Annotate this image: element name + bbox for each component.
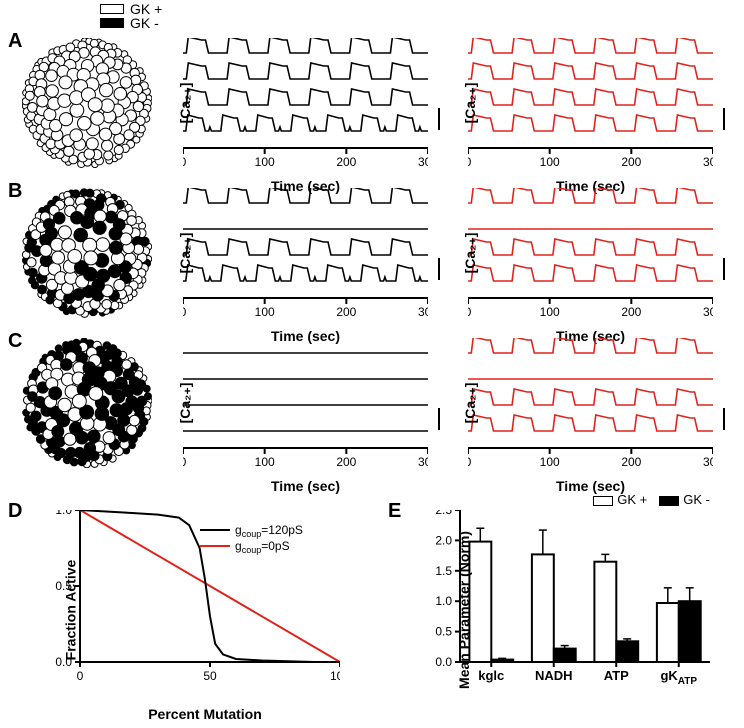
cell-sphere bbox=[22, 38, 152, 168]
trace-box-black: [Ca₂₊]0100200300Time (sec) bbox=[183, 338, 428, 468]
legend-swatch-filled bbox=[100, 18, 124, 28]
trace-plot: 0 100 200 300 bbox=[183, 338, 428, 470]
svg-text:gKATP: gKATP bbox=[660, 668, 697, 687]
scale-bar bbox=[438, 258, 440, 280]
svg-text:200: 200 bbox=[336, 305, 356, 319]
svg-text:100: 100 bbox=[540, 155, 560, 169]
plotD-ylabel: Fraction Active bbox=[62, 560, 78, 661]
panel-label-d: D bbox=[8, 500, 22, 523]
svg-text:0: 0 bbox=[468, 455, 472, 469]
svg-text:100: 100 bbox=[330, 669, 340, 683]
bar-gk_neg bbox=[679, 601, 701, 662]
scale-bar bbox=[438, 408, 440, 430]
cell-sphere bbox=[22, 188, 152, 318]
svg-text:1.5: 1.5 bbox=[435, 564, 452, 578]
scale-bar bbox=[438, 108, 440, 130]
svg-text:0.0: 0.0 bbox=[435, 655, 452, 669]
svg-text:300: 300 bbox=[703, 305, 713, 319]
sphere-box bbox=[22, 188, 152, 318]
svg-text:2.0: 2.0 bbox=[435, 533, 452, 547]
scale-bar bbox=[723, 408, 725, 430]
ylabel-ca: [Ca₂₊] bbox=[462, 233, 479, 274]
bar-gk_neg bbox=[554, 649, 576, 662]
plot-d: 0.00.51.0050100gcoup=120pSgcoup=0pSFract… bbox=[40, 510, 340, 710]
ylabel-ca: [Ca₂₊] bbox=[177, 83, 194, 124]
legend-text-gkneg: GK - bbox=[130, 15, 159, 31]
bar-gk_neg bbox=[491, 660, 513, 662]
legend-entry: gcoup=0pS bbox=[235, 539, 290, 555]
svg-text:300: 300 bbox=[703, 155, 713, 169]
svg-text:300: 300 bbox=[418, 455, 428, 469]
svg-text:100: 100 bbox=[255, 455, 275, 469]
svg-text:0: 0 bbox=[183, 455, 187, 469]
plotE-legend: GK +GK - bbox=[593, 492, 710, 507]
sphere-box bbox=[22, 338, 152, 468]
ylabel-ca: [Ca₂₊] bbox=[462, 83, 479, 124]
scale-bar bbox=[723, 258, 725, 280]
svg-text:200: 200 bbox=[336, 455, 356, 469]
xlabel-time: Time (sec) bbox=[271, 478, 340, 494]
panel-label-b: B bbox=[8, 180, 22, 203]
trace-plot: 0 100 200 300 bbox=[183, 38, 428, 170]
scale-bar bbox=[723, 108, 725, 130]
svg-text:0.5: 0.5 bbox=[435, 625, 452, 639]
svg-text:0: 0 bbox=[183, 305, 187, 319]
panel-label-e: E bbox=[388, 500, 401, 523]
plot-e: 0.0 0.5 1.0 1.5 2.0 2.5 kglc NADH ATP gKATP Mean P… bbox=[420, 510, 710, 710]
trace-box-red: [Ca₂₊]0100200300Time (sec) bbox=[468, 188, 713, 318]
svg-text:kglc: kglc bbox=[478, 668, 504, 683]
plotD-xlabel: Percent Mutation bbox=[148, 706, 262, 722]
svg-text:50: 50 bbox=[203, 669, 217, 683]
svg-text:ATP: ATP bbox=[604, 668, 629, 683]
svg-text:0: 0 bbox=[77, 669, 84, 683]
svg-text:0: 0 bbox=[468, 155, 472, 169]
svg-text:300: 300 bbox=[418, 305, 428, 319]
svg-text:0: 0 bbox=[468, 305, 472, 319]
svg-text:200: 200 bbox=[336, 155, 356, 169]
svg-text:1.0: 1.0 bbox=[435, 594, 452, 608]
panel-label-c: C bbox=[8, 330, 22, 353]
trace-plot: 0 100 200 300 bbox=[468, 38, 713, 170]
svg-text:0: 0 bbox=[183, 155, 187, 169]
svg-text:100: 100 bbox=[540, 305, 560, 319]
legend-swatch-filled bbox=[659, 496, 679, 506]
plotE-ylabel: Mean Parameter (Norm) bbox=[456, 531, 472, 689]
svg-text:100: 100 bbox=[255, 155, 275, 169]
trace-box-red: [Ca₂₊]0100200300Time (sec) bbox=[468, 38, 713, 168]
legend-entry: gcoup=120pS bbox=[235, 523, 303, 539]
ylabel-ca: [Ca₂₊] bbox=[177, 383, 194, 424]
svg-text:100: 100 bbox=[255, 305, 275, 319]
trace-box-black: [Ca₂₊]0100200300Time (sec) bbox=[183, 38, 428, 168]
svg-text:1.0: 1.0 bbox=[55, 510, 72, 517]
cell-sphere bbox=[22, 338, 152, 468]
svg-text:200: 200 bbox=[621, 155, 641, 169]
bar-gk_pos bbox=[532, 554, 554, 662]
legend-swatch-open bbox=[100, 4, 124, 14]
legend-swatch-open bbox=[593, 496, 613, 506]
svg-text:2.5: 2.5 bbox=[435, 510, 452, 517]
svg-text:200: 200 bbox=[621, 305, 641, 319]
bar-gk_pos bbox=[469, 542, 491, 662]
trace-box-red: [Ca₂₊]0100200300Time (sec) bbox=[468, 338, 713, 468]
bar-gk_neg bbox=[616, 641, 638, 662]
trace-plot: 0 100 200 300 bbox=[183, 188, 428, 320]
bar-gk_pos bbox=[594, 562, 616, 662]
panel-label-a: A bbox=[8, 30, 22, 53]
bar-gk_pos bbox=[657, 603, 679, 662]
svg-text:200: 200 bbox=[621, 455, 641, 469]
svg-text:300: 300 bbox=[703, 455, 713, 469]
svg-text:100: 100 bbox=[540, 455, 560, 469]
legend-gk: GK +GK - bbox=[100, 2, 162, 30]
ylabel-ca: [Ca₂₊] bbox=[462, 383, 479, 424]
ylabel-ca: [Ca₂₊] bbox=[177, 233, 194, 274]
svg-text:300: 300 bbox=[418, 155, 428, 169]
trace-plot: 0 100 200 300 bbox=[468, 338, 713, 470]
svg-text:NADH: NADH bbox=[535, 668, 573, 683]
trace-box-black: [Ca₂₊]0100200300Time (sec) bbox=[183, 188, 428, 318]
sphere-box bbox=[22, 38, 152, 168]
trace-plot: 0 100 200 300 bbox=[468, 188, 713, 320]
